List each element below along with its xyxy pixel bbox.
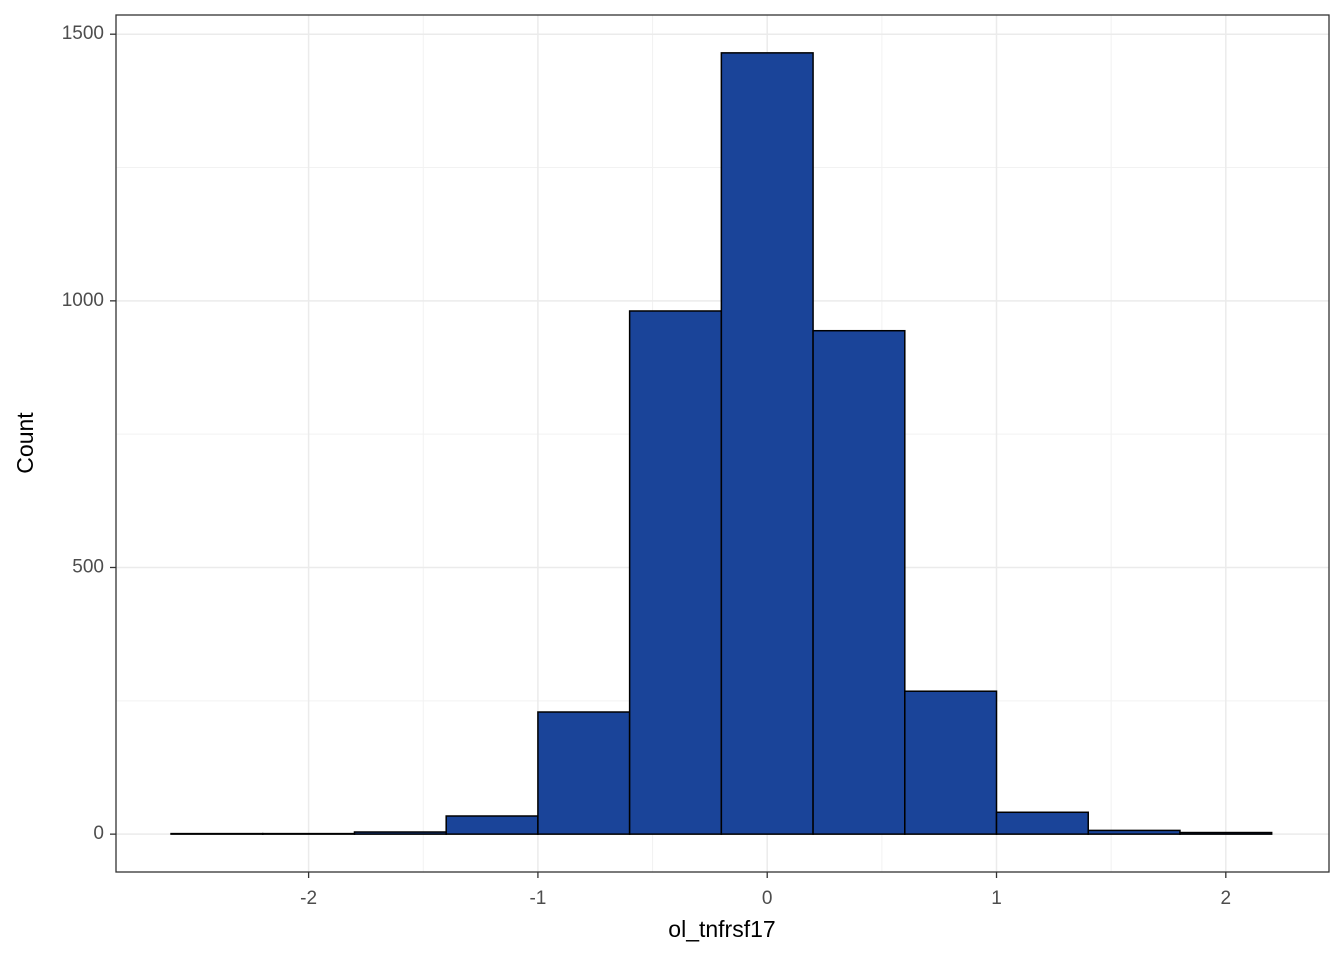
y-tick-label: 1500 [62, 23, 104, 44]
x-tick-label: 2 [1221, 888, 1232, 909]
x-tick-label: -2 [300, 888, 317, 909]
bar [720, 52, 814, 835]
y-axis-title: Count [12, 412, 38, 474]
bar [537, 711, 631, 835]
panel-border [115, 14, 1330, 873]
bar [628, 310, 723, 835]
x-tick-label: 0 [762, 888, 773, 909]
bar [445, 815, 539, 835]
x-tick-label: -1 [529, 888, 546, 909]
bars [170, 52, 1273, 835]
bar [262, 832, 356, 835]
bar [995, 811, 1089, 835]
bar [812, 329, 906, 835]
bar [1179, 831, 1273, 835]
x-axis-title: ol_tnfrsf17 [668, 916, 775, 942]
bar [353, 831, 447, 835]
bar [904, 690, 998, 835]
y-tick-label: 0 [93, 823, 104, 844]
bar [170, 832, 264, 835]
x-tick-label: 1 [991, 888, 1002, 909]
y-tick-label: 1000 [62, 290, 104, 311]
y-tick-label: 500 [72, 557, 104, 578]
bar [1087, 829, 1181, 835]
